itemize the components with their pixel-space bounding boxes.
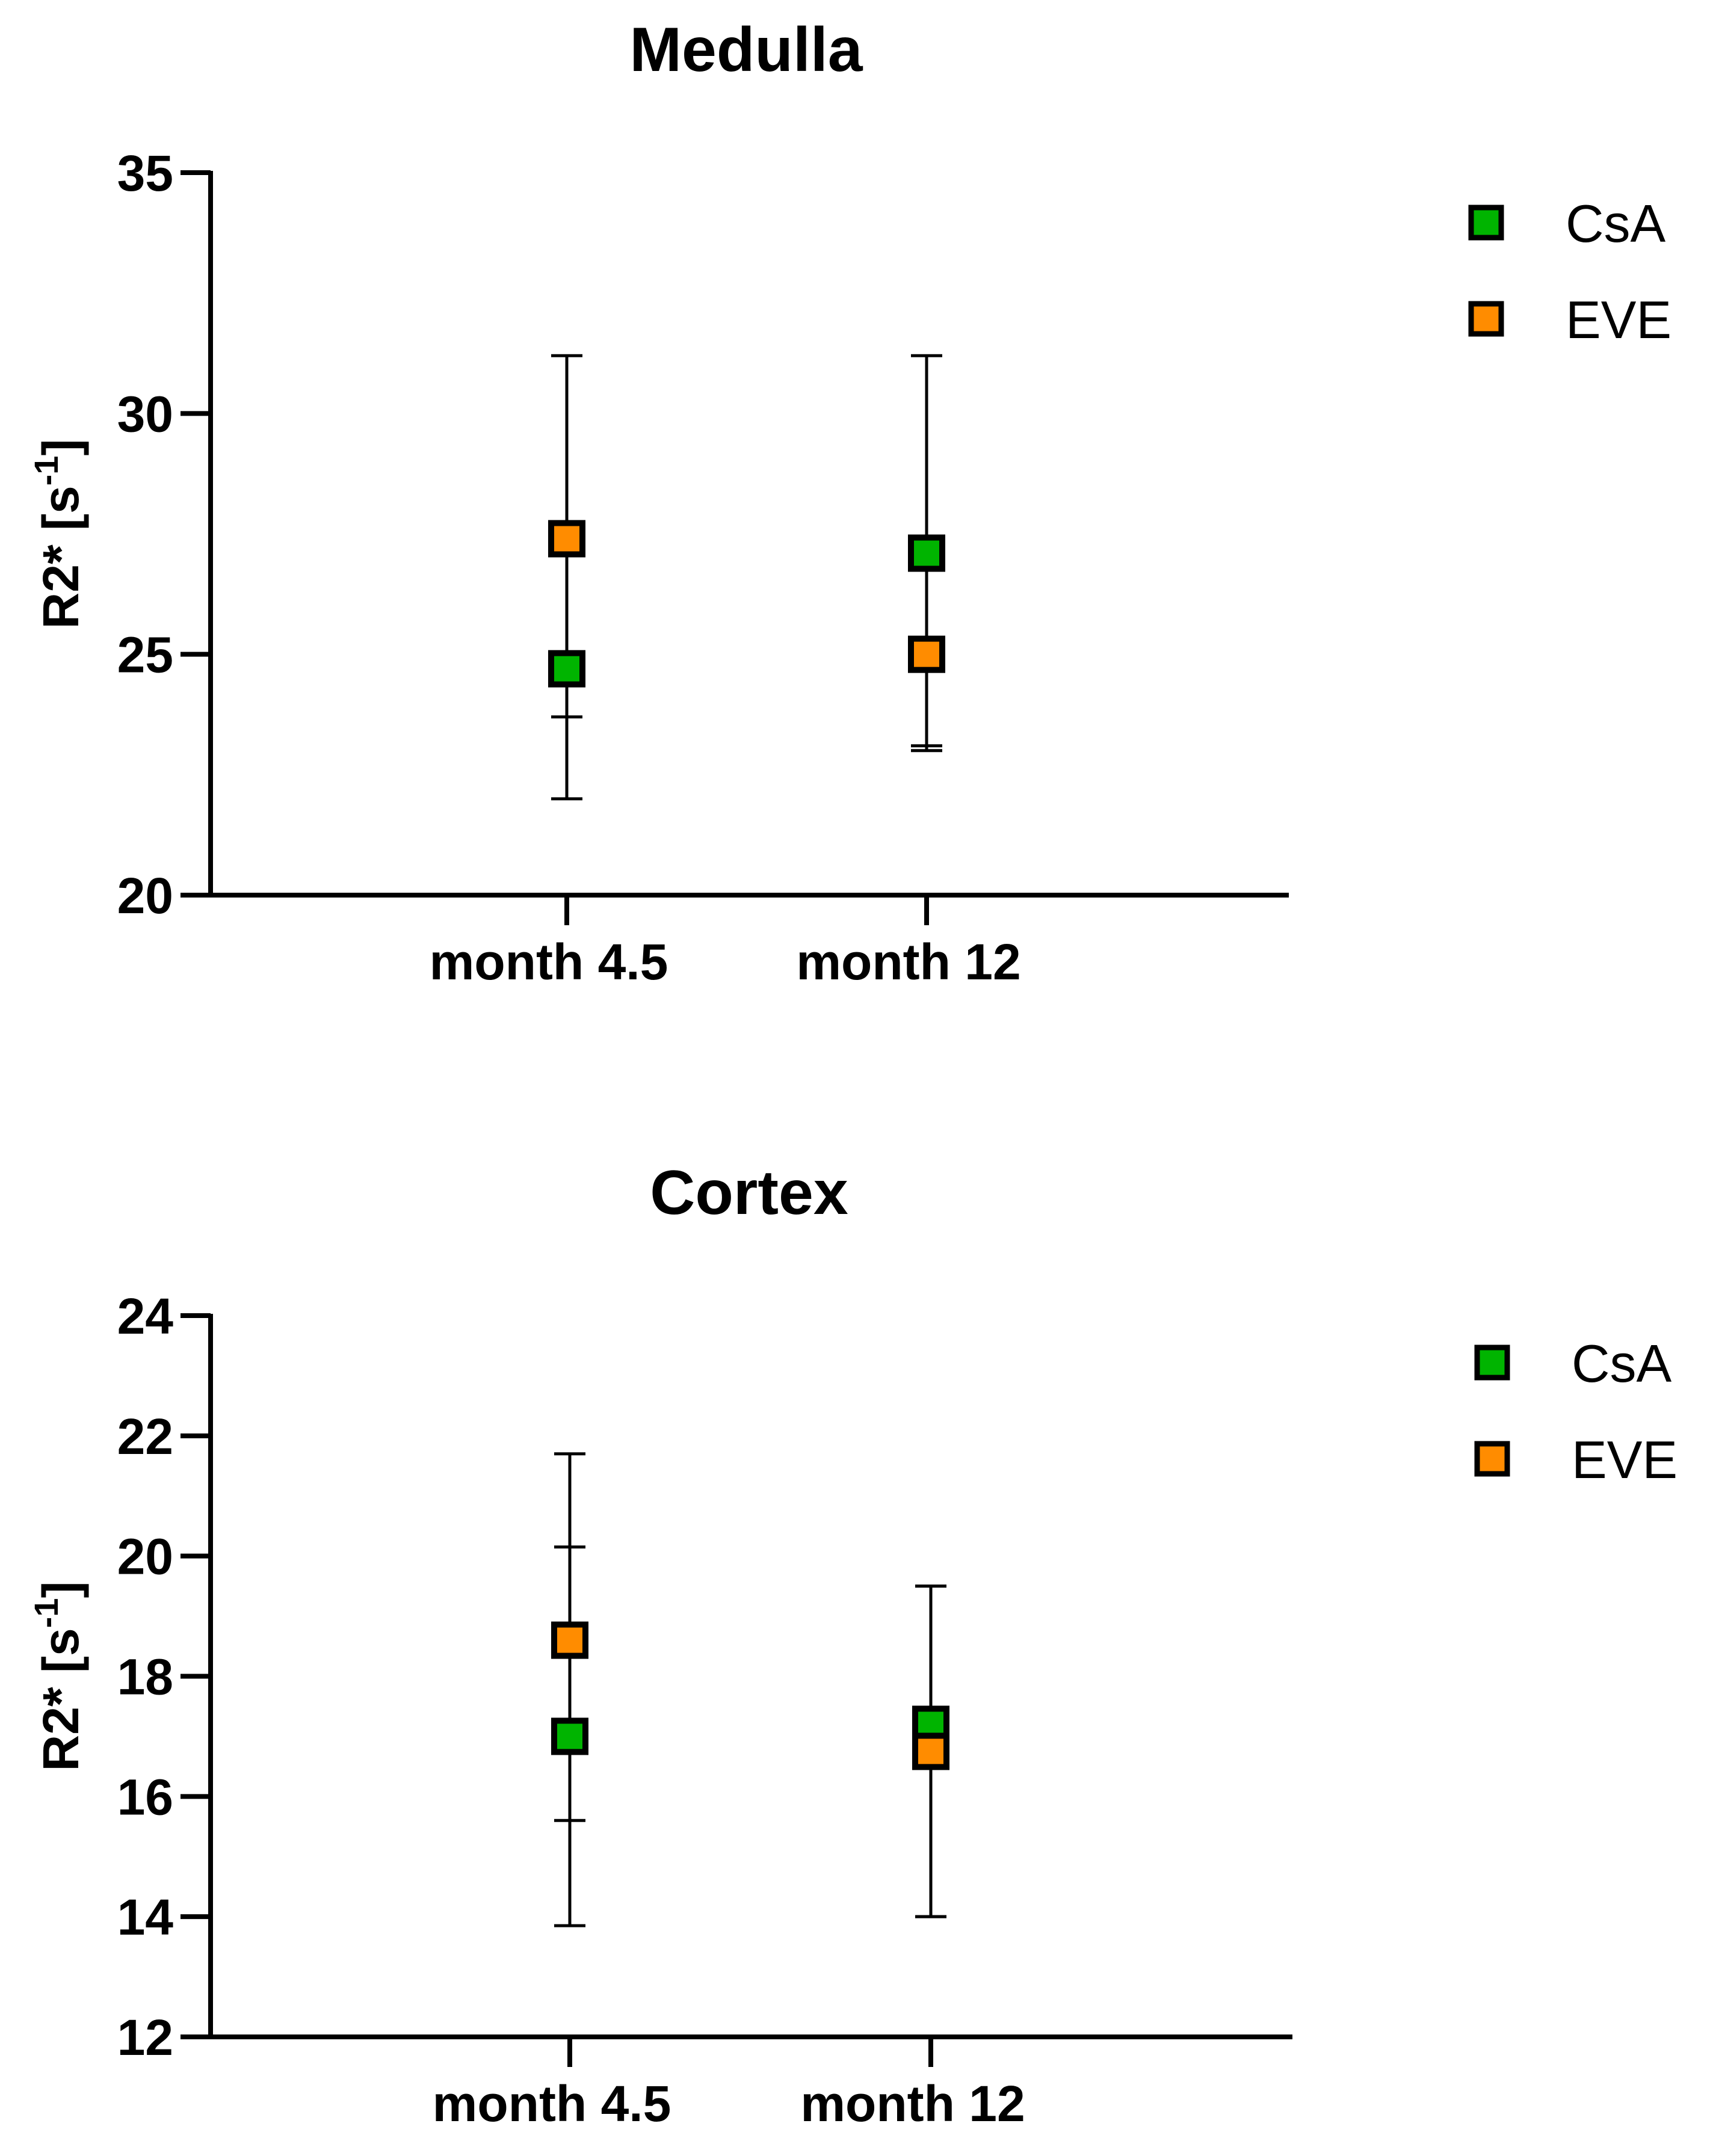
y-axis-title: R2* [s-1] [27,1582,89,1772]
y-axis-title-base: R2* [s [32,1628,89,1771]
chart-title: Cortex [650,1158,848,1228]
data-point-eve [912,1732,949,1770]
legend-label-eve: EVE [1572,1430,1678,1489]
chart-title: Medulla [629,15,863,85]
y-tick-label: 24 [117,1288,174,1344]
x-tick-label: month 4.5 [430,934,668,990]
legend-marker-csa [1474,1344,1510,1381]
legend-label-csa: CsA [1566,194,1666,253]
y-tick-label: 16 [117,1769,173,1825]
x-tick-label: month 12 [800,2075,1025,2132]
y-tick-label: 18 [117,1649,173,1705]
y-tick-label: 25 [117,627,173,683]
y-axis-title-sup: -1 [27,1598,65,1628]
legend-label-eve: EVE [1566,290,1671,350]
y-tick-label: 22 [117,1408,173,1465]
y-tick-label: 14 [117,1889,174,1945]
y-axis-title: R2* [s-1] [27,439,89,629]
data-point-csa [551,1717,588,1755]
legend-marker-eve [1468,301,1504,337]
y-tick-label: 20 [117,1529,173,1585]
x-tick-label: month 12 [796,934,1020,990]
y-tick-label: 20 [117,867,173,924]
legend-marker-csa [1468,205,1504,241]
y-axis-title-base: R2* [s [32,485,89,629]
data-point-csa [908,534,945,572]
y-axis-title-sup: -1 [27,456,65,486]
data-point-eve [551,1621,588,1659]
y-tick-label: 30 [117,386,173,442]
y-tick-label: 35 [117,145,173,202]
legend-label-csa: CsA [1572,1334,1672,1393]
chart-medulla: Medulla R2* [s-1] 20 25 30 35 month 4.5 month 1… [27,15,1671,990]
y-axis-title-close: ] [32,439,89,456]
legend-marker-eve [1474,1441,1510,1477]
chart-cortex: Cortex R2* [s-1] 12 14 16 18 20 22 24 month 4.5 mo… [27,1158,1678,2132]
data-point-csa [548,650,585,688]
data-point-eve [908,635,945,673]
y-axis-title-close: ] [32,1582,89,1598]
x-tick-label: month 4.5 [433,2075,671,2132]
data-point-eve [548,520,585,558]
y-tick-label: 12 [117,2009,173,2066]
